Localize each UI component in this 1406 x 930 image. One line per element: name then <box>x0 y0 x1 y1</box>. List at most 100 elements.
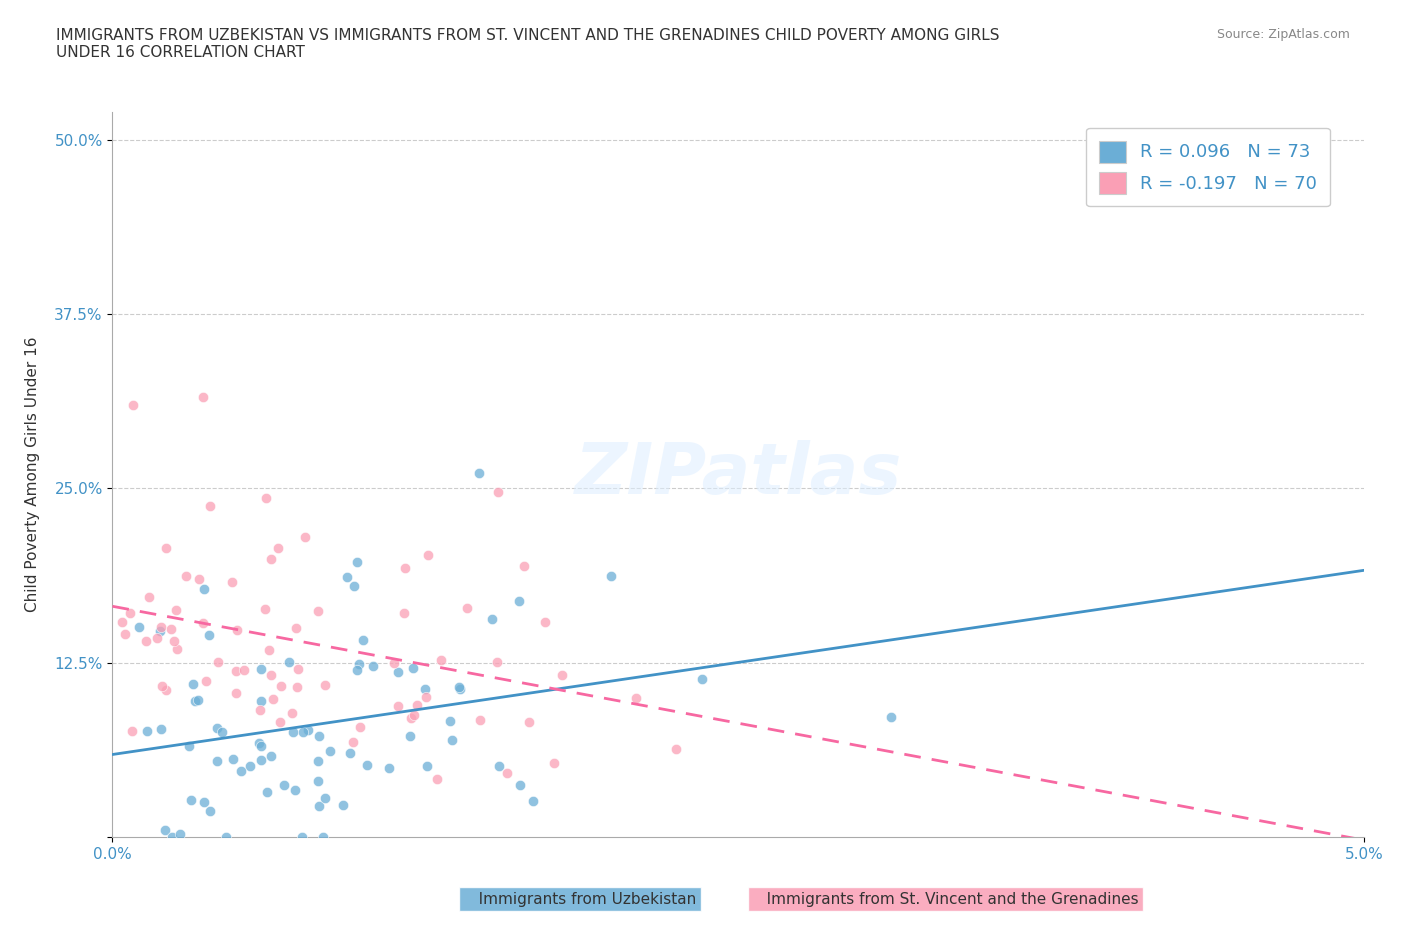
Legend: R = 0.096   N = 73, R = -0.197   N = 70: R = 0.096 N = 73, R = -0.197 N = 70 <box>1085 128 1330 206</box>
Point <box>307 604 329 618</box>
Point <box>339 746 361 761</box>
Point <box>169 827 191 842</box>
Point <box>314 678 336 693</box>
Point <box>456 601 478 616</box>
Point <box>416 548 439 563</box>
Point <box>118 605 141 620</box>
Point <box>416 758 439 773</box>
Point <box>517 714 540 729</box>
Point <box>533 615 555 630</box>
Point <box>155 541 177 556</box>
Point <box>207 721 229 736</box>
Point <box>287 661 309 676</box>
Point <box>880 709 903 724</box>
Point <box>283 724 305 739</box>
Point <box>180 793 202 808</box>
Point <box>308 799 330 814</box>
Point <box>312 830 335 844</box>
Point <box>486 485 509 499</box>
Point <box>149 619 172 634</box>
Point <box>509 777 531 792</box>
Point <box>387 698 409 713</box>
Point <box>352 632 374 647</box>
Point <box>447 680 470 695</box>
Point <box>249 752 271 767</box>
Point <box>136 724 159 738</box>
Point <box>145 631 167 645</box>
Point <box>259 551 281 566</box>
Point <box>159 621 181 636</box>
Point <box>402 660 425 675</box>
Point <box>250 694 273 709</box>
Point <box>250 738 273 753</box>
Point <box>284 783 307 798</box>
Point <box>262 691 284 706</box>
Point <box>229 764 252 778</box>
Point <box>307 753 329 768</box>
Point <box>382 656 405 671</box>
Point <box>361 658 384 673</box>
Point <box>430 652 453 667</box>
Point <box>150 679 173 694</box>
Point <box>512 558 534 573</box>
Point <box>193 390 215 405</box>
Text: Source: ZipAtlas.com: Source: ZipAtlas.com <box>1216 28 1350 41</box>
Point <box>207 754 229 769</box>
Point <box>522 794 544 809</box>
Point <box>187 571 209 586</box>
Y-axis label: Child Poverty Among Girls Under 16: Child Poverty Among Girls Under 16 <box>25 337 41 612</box>
Text: IMMIGRANTS FROM UZBEKISTAN VS IMMIGRANTS FROM ST. VINCENT AND THE GRENADINES CHI: IMMIGRANTS FROM UZBEKISTAN VS IMMIGRANTS… <box>56 28 1000 60</box>
Point <box>291 830 314 844</box>
Point <box>221 574 243 589</box>
Point <box>184 693 207 708</box>
Point <box>399 729 422 744</box>
Point <box>356 758 378 773</box>
Point <box>215 830 238 844</box>
Point <box>155 823 177 838</box>
Point <box>239 759 262 774</box>
Point <box>149 623 172 638</box>
Point <box>191 616 214 631</box>
Point <box>267 541 290 556</box>
Point <box>399 711 422 725</box>
Point <box>247 736 270 751</box>
Point <box>135 633 157 648</box>
Point <box>294 530 316 545</box>
Point <box>193 794 215 809</box>
Point <box>128 619 150 634</box>
Point <box>207 655 229 670</box>
Point <box>250 661 273 676</box>
Point <box>319 744 342 759</box>
Point <box>394 606 416 621</box>
Point <box>121 724 143 738</box>
Point <box>179 738 201 753</box>
Point <box>160 830 183 844</box>
Point <box>349 720 371 735</box>
Point <box>256 785 278 800</box>
Point <box>225 623 247 638</box>
Point <box>449 682 471 697</box>
Text: ZIPatlas: ZIPatlas <box>575 440 901 509</box>
Point <box>413 682 436 697</box>
Point <box>402 707 425 722</box>
Point <box>114 627 136 642</box>
Point <box>183 677 205 692</box>
Point <box>232 663 254 678</box>
Point <box>222 751 245 766</box>
Point <box>165 603 187 618</box>
Point <box>111 615 134 630</box>
Point <box>193 581 215 596</box>
Point <box>308 728 330 743</box>
Point <box>254 491 277 506</box>
Point <box>281 706 304 721</box>
Point <box>138 590 160 604</box>
Point <box>481 612 503 627</box>
Point <box>342 579 364 594</box>
Point <box>488 758 510 773</box>
Point <box>440 733 463 748</box>
Point <box>187 693 209 708</box>
Point <box>195 673 218 688</box>
Point <box>150 721 173 736</box>
Point <box>270 678 292 693</box>
Point <box>624 690 647 705</box>
